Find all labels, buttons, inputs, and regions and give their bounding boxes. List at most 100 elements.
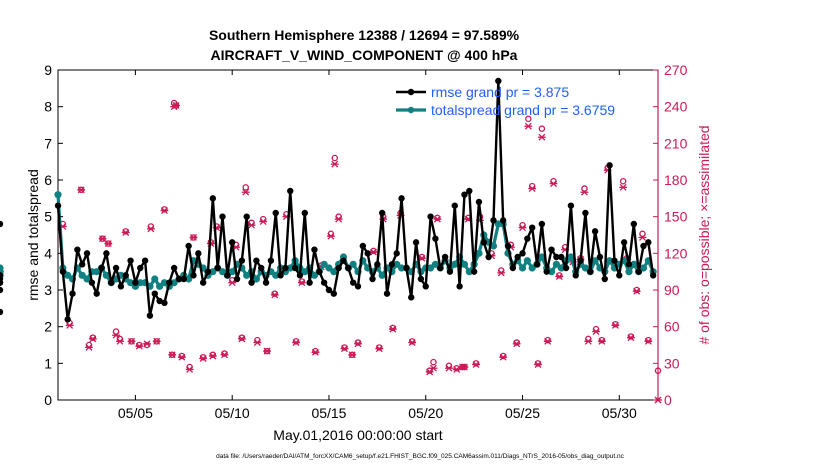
y2-tick-label: 90: [664, 282, 680, 298]
rmse-point: [451, 202, 458, 209]
obs-possible-marker: [209, 351, 217, 359]
y2-tick-label: 120: [664, 245, 688, 261]
rmse-point: [562, 264, 570, 272]
rmse-point: [461, 191, 468, 198]
obs-possible-marker: [453, 364, 460, 372]
rmse-point: [422, 283, 429, 290]
rmse-point: [59, 268, 67, 275]
x-tick-label: 05/30: [602, 405, 637, 421]
totalspread-point: [78, 271, 86, 279]
rmse-point: [185, 242, 192, 250]
obs-possible-marker: [434, 214, 441, 222]
obs-assimilated-marker: [292, 339, 300, 347]
rmse-point: [567, 202, 575, 209]
obs-possible-marker: [525, 115, 532, 123]
rmse-point: [635, 268, 642, 275]
rmse-point: [238, 257, 246, 264]
totalspread-point: [528, 264, 536, 272]
rmse-point: [441, 253, 449, 261]
rmse-point: [374, 261, 381, 268]
rmse-point: [0, 308, 4, 316]
obs-possible-marker: [544, 336, 551, 344]
obs-assimilated-marker: [644, 337, 653, 345]
rmse-point: [98, 264, 105, 272]
obs-possible-marker: [633, 286, 640, 294]
rmse-point: [117, 283, 125, 290]
x-tick-label: 05/15: [311, 405, 346, 421]
rmse-point: [369, 275, 376, 283]
rmse-point: [108, 279, 115, 286]
rmse-point: [587, 268, 594, 275]
series-layer: [0, 77, 657, 323]
rmse-point: [340, 257, 347, 264]
rmse-point: [504, 242, 512, 250]
obs-possible-marker: [499, 352, 507, 360]
y-tick-label: 2: [44, 319, 52, 335]
obs-assimilated-marker: [263, 347, 271, 355]
rmse-point: [524, 235, 531, 242]
obs-possible-marker: [341, 344, 348, 351]
x-tick-label: 05/10: [215, 405, 250, 421]
rmse-point: [224, 272, 231, 279]
rmse-point: [509, 264, 517, 272]
rmse-point: [383, 290, 391, 297]
obs-assimilated-marker: [160, 207, 169, 215]
rmse-point: [243, 213, 250, 220]
obs-assimilated-marker: [543, 337, 552, 345]
legend-swatch-marker: [407, 106, 415, 114]
rmse-point: [543, 268, 550, 275]
rmse-point: [74, 246, 81, 253]
obs-assimilated-marker: [460, 363, 469, 371]
rmse-point: [233, 275, 241, 283]
rmse-point: [258, 264, 265, 272]
rmse-point: [466, 187, 473, 195]
rmse-point: [620, 239, 628, 246]
rmse-point: [640, 242, 647, 250]
y2-tick-label: 60: [664, 319, 680, 335]
obs-assimilated-marker: [334, 215, 343, 223]
rmse-point: [253, 257, 260, 264]
y-tick-label: 7: [44, 135, 52, 151]
rmse-point: [412, 239, 420, 246]
rmse-point: [214, 264, 221, 272]
rmse-point: [480, 239, 488, 246]
rmse-point: [645, 239, 652, 246]
rmse-point: [209, 195, 217, 202]
rmse-point: [630, 220, 638, 228]
x-tick-label: 05/25: [505, 405, 540, 421]
rmse-point: [388, 261, 396, 268]
rmse-point: [267, 257, 275, 264]
obs-possible-marker: [89, 334, 97, 341]
obs-assimilated-marker: [199, 354, 208, 362]
totalspread-point: [218, 268, 227, 276]
rmse-point: [0, 286, 4, 294]
axes-layer: 0123456789030609012015018021024027005/05…: [44, 62, 687, 421]
totalspread-point: [378, 271, 386, 279]
obs-assimilated-marker: [499, 353, 508, 361]
obs-possible-marker: [430, 358, 437, 366]
y-tick-label: 3: [44, 282, 52, 298]
y2-tick-label: 240: [664, 99, 688, 115]
obs-assimilated-marker: [85, 343, 93, 351]
y2-tick-label: 30: [664, 355, 680, 371]
rmse-point: [204, 268, 212, 275]
y2-axis-label: # of obs: o=possible; ×=assimilated: [696, 125, 712, 344]
obs-assimilated-marker: [534, 361, 542, 369]
obs-assimilated-marker: [104, 240, 113, 248]
obs-assimilated-marker: [208, 352, 217, 360]
obs-possible-marker: [271, 290, 279, 297]
totalspread-point: [581, 264, 590, 272]
rmse-point: [228, 239, 236, 246]
rmse-point: [151, 290, 158, 297]
obs-assimilated-marker: [237, 335, 246, 343]
obs-assimilated-marker: [632, 287, 641, 295]
rmse-point: [199, 279, 207, 286]
rmse-point: [408, 294, 415, 301]
obs-assimilated-marker: [116, 337, 124, 345]
obs-possible-marker: [238, 334, 246, 341]
obs-possible-marker: [538, 125, 546, 132]
rmse-point: [301, 209, 308, 217]
rmse-point: [127, 257, 134, 264]
obs-possible-marker: [389, 324, 397, 332]
obs-assimilated-marker: [429, 364, 438, 372]
